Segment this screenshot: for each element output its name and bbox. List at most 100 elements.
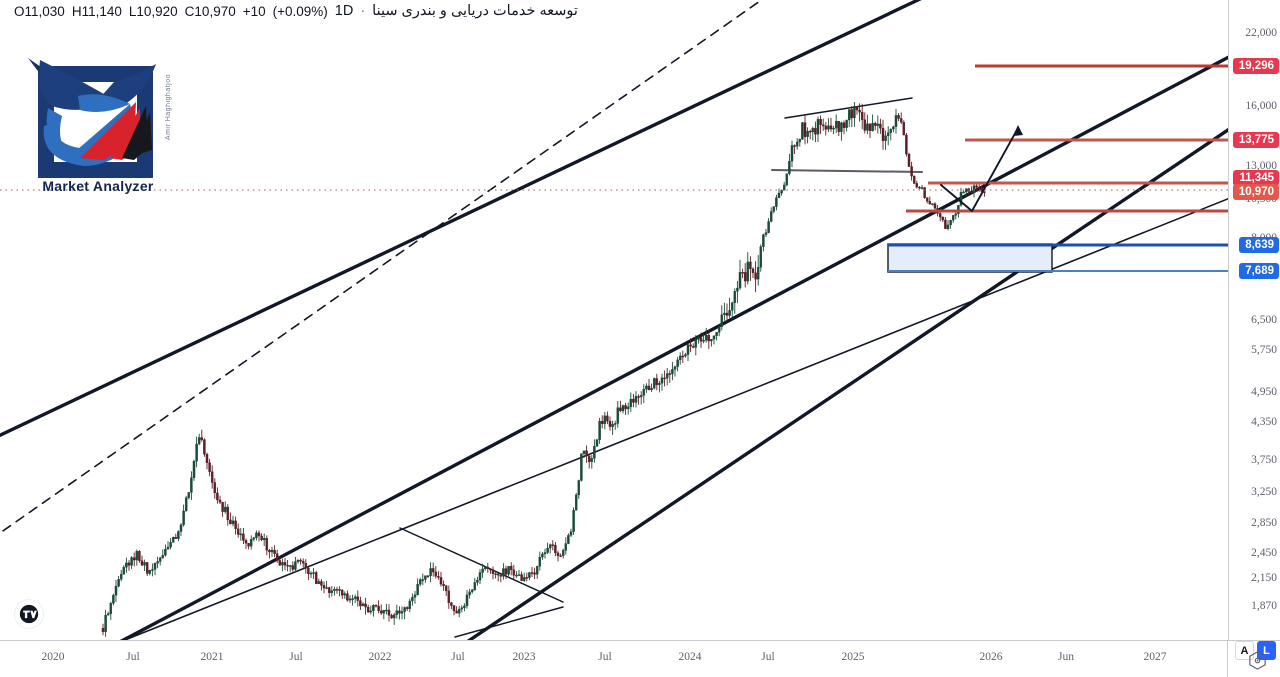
- candle-body: [148, 570, 152, 574]
- candle-body: [387, 609, 391, 616]
- candle-body: [959, 192, 963, 206]
- candle-body: [127, 562, 131, 566]
- distribution-base: [771, 169, 923, 173]
- projection-path[interactable]: [940, 127, 1019, 212]
- candle-body: [668, 373, 672, 375]
- candle-body: [951, 215, 955, 221]
- candle-body: [356, 596, 360, 601]
- candle-body: [728, 310, 731, 316]
- close-value: C10,970: [184, 3, 236, 19]
- candle-body: [377, 605, 380, 612]
- candle-body: [132, 557, 136, 561]
- candle-body: [564, 543, 568, 551]
- support-8639[interactable]: 8,639: [1239, 237, 1279, 253]
- change-absolute: +10: [242, 3, 266, 19]
- scale-mode-buttons[interactable]: A L: [1235, 641, 1276, 660]
- candle-body: [197, 437, 201, 445]
- candle-body: [317, 581, 321, 584]
- crosshair-icon[interactable]: [1247, 650, 1268, 671]
- candle-body: [850, 109, 854, 119]
- auto-scale-button[interactable]: A: [1235, 641, 1254, 660]
- candlestick-series: [101, 102, 986, 637]
- candle-body: [418, 579, 422, 585]
- candle-body: [910, 166, 913, 177]
- candle-body: [385, 609, 388, 612]
- candle-body: [899, 118, 903, 123]
- candle-body: [244, 540, 248, 544]
- candle-body: [554, 544, 557, 554]
- time-scale[interactable]: 2020 Jul 2021 Jul 2022 Jul 2023 Jul 2024 Jul 2025 2…: [0, 640, 1280, 677]
- resistance-13775[interactable]: 13,775: [1232, 132, 1279, 148]
- candle-body: [379, 610, 383, 614]
- demand-zone-box[interactable]: [887, 243, 1053, 273]
- chart-plot-area[interactable]: [0, 0, 1228, 640]
- candle-body: [522, 577, 526, 581]
- candle-body: [702, 340, 705, 342]
- candle-body: [447, 590, 451, 603]
- candle-body: [580, 453, 583, 481]
- resistance-19296[interactable]: 19,296: [1232, 58, 1279, 74]
- candle-body: [912, 175, 916, 184]
- candle-body: [975, 185, 978, 188]
- candle-body: [806, 130, 809, 137]
- candle-body: [515, 574, 518, 577]
- candle-body: [946, 224, 950, 229]
- candle-body: [923, 187, 926, 198]
- candle-body: [847, 109, 851, 121]
- candle-body: [351, 598, 354, 600]
- price-scale[interactable]: 22,00016,00013,00010,5008,0006,5005,7504…: [1228, 0, 1280, 640]
- symbol-legend[interactable]: توسعه خدمات دریایی و بندری سینا · 1D O11…: [8, 0, 578, 22]
- price-tick: 16,000: [1245, 100, 1277, 112]
- log-scale-button[interactable]: L: [1257, 641, 1276, 660]
- candle-body: [179, 524, 183, 532]
- candle-body: [437, 576, 440, 578]
- candle-body: [616, 407, 620, 424]
- candle-body: [452, 605, 456, 612]
- time-tick: 2020: [41, 651, 65, 663]
- candle-body: [421, 579, 425, 581]
- candle-body: [782, 184, 786, 191]
- candle-body: [213, 482, 217, 494]
- candle-body: [918, 186, 921, 189]
- support-7689[interactable]: 7,689: [1239, 263, 1279, 279]
- candle-body: [106, 613, 110, 616]
- candle-body: [265, 538, 269, 551]
- candle-body: [884, 135, 887, 141]
- candle-body: [499, 575, 503, 577]
- candle-body: [502, 568, 505, 577]
- candle-body: [260, 535, 263, 541]
- candle-body: [392, 614, 396, 619]
- candle-body: [457, 608, 461, 614]
- candle-body: [712, 335, 716, 340]
- candle-body: [855, 106, 859, 111]
- candle-body: [933, 203, 937, 209]
- candle-body: [361, 603, 365, 607]
- candle-body: [177, 531, 180, 539]
- accumulation-down-1: [399, 527, 564, 603]
- candle-body: [346, 593, 349, 601]
- candle-body: [236, 528, 240, 535]
- candle-body: [294, 561, 297, 570]
- symbol-name[interactable]: توسعه خدمات دریایی و بندری سینا: [372, 3, 578, 19]
- candle-body: [395, 610, 399, 615]
- candle-body: [509, 566, 513, 571]
- candle-body: [296, 559, 300, 562]
- time-tick: Jun: [1058, 651, 1074, 663]
- candle-body: [210, 471, 214, 483]
- candle-body: [450, 602, 453, 606]
- candle-body: [286, 565, 289, 567]
- candle-body: [104, 614, 107, 632]
- candle-body: [632, 398, 635, 403]
- price-tick: 2,450: [1251, 547, 1277, 559]
- candle-body: [216, 492, 219, 501]
- candle-body: [803, 122, 807, 137]
- candle-body: [369, 610, 373, 613]
- timeframe-label[interactable]: 1D: [334, 3, 354, 19]
- tradingview-logo[interactable]: [14, 599, 44, 629]
- resistance-11345[interactable]: 11,345: [1233, 170, 1279, 186]
- candle-body: [153, 563, 157, 570]
- candle-body: [590, 458, 594, 462]
- candle-body: [112, 595, 115, 604]
- last-price-10970[interactable]: 10,970: [1232, 184, 1279, 200]
- chart-overlays[interactable]: [0, 0, 1228, 640]
